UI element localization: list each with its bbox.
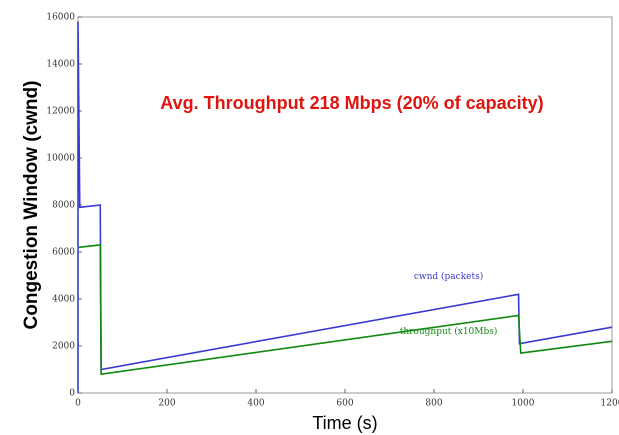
annotation: Avg. Throughput 218 Mbps (20% of capacit… (160, 93, 543, 113)
y-tick-label: 6000 (52, 248, 75, 258)
y-axis-label: Congestion Window (cwnd) (21, 81, 42, 330)
y-tick-label: 12000 (46, 107, 75, 117)
y-tick-label: 4000 (52, 295, 75, 305)
x-tick-label: 600 (336, 399, 353, 409)
series-label: throughput (x10Mbs) (400, 326, 498, 337)
y-tick-label: 0 (69, 389, 75, 399)
y-tick-label: 8000 (52, 201, 75, 211)
plot-frame (77, 16, 613, 394)
y-tick-label: 14000 (46, 60, 75, 70)
x-tick-label: 800 (425, 399, 442, 409)
y-tick-label: 2000 (52, 342, 75, 352)
x-tick-label: 200 (158, 399, 175, 409)
x-tick-label: 0 (75, 399, 81, 409)
x-tick-label: 1200 (601, 399, 619, 409)
x-tick-label: 1000 (512, 399, 535, 409)
series-label: cwnd (packets) (414, 271, 483, 282)
x-tick-label: 400 (247, 399, 264, 409)
x-axis-label: Time (s) (312, 413, 377, 433)
y-tick-label: 10000 (46, 154, 75, 164)
series-line (78, 244, 613, 376)
y-tick-label: 16000 (46, 13, 75, 23)
